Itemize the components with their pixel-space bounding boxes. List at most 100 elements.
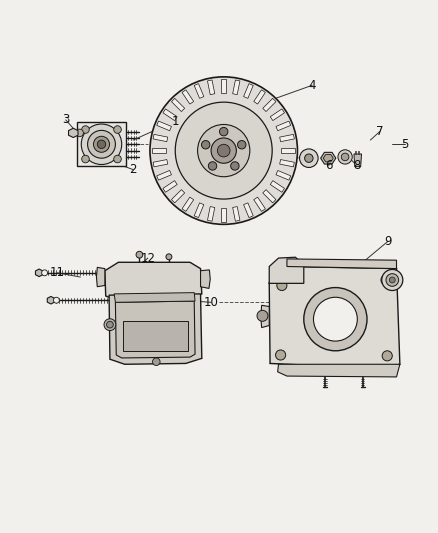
Circle shape <box>275 350 285 360</box>
Text: 12: 12 <box>140 252 155 264</box>
Polygon shape <box>194 84 203 99</box>
Circle shape <box>53 297 59 303</box>
Polygon shape <box>268 266 399 368</box>
Text: 7: 7 <box>375 125 382 138</box>
Circle shape <box>256 310 267 321</box>
Polygon shape <box>268 257 303 284</box>
Polygon shape <box>114 293 194 302</box>
Circle shape <box>313 297 357 341</box>
Circle shape <box>337 150 351 164</box>
Circle shape <box>93 136 109 152</box>
Text: 4: 4 <box>308 79 315 92</box>
Circle shape <box>299 149 318 167</box>
Polygon shape <box>105 262 201 300</box>
Polygon shape <box>96 268 105 287</box>
Circle shape <box>197 125 249 177</box>
Polygon shape <box>156 121 171 131</box>
Circle shape <box>76 129 83 136</box>
Polygon shape <box>322 155 332 162</box>
Polygon shape <box>47 296 54 304</box>
Circle shape <box>303 288 366 351</box>
Polygon shape <box>279 134 293 142</box>
Polygon shape <box>109 294 201 364</box>
Circle shape <box>113 126 121 133</box>
Circle shape <box>136 252 142 258</box>
Text: 1: 1 <box>171 115 179 127</box>
Circle shape <box>276 280 286 290</box>
Circle shape <box>201 141 209 149</box>
Polygon shape <box>279 159 293 167</box>
Circle shape <box>381 270 402 290</box>
Text: 2: 2 <box>129 163 137 176</box>
Polygon shape <box>253 90 265 104</box>
Polygon shape <box>276 121 290 131</box>
Circle shape <box>81 155 89 163</box>
Polygon shape <box>182 197 193 212</box>
Polygon shape <box>221 208 226 222</box>
Text: 6: 6 <box>325 159 332 172</box>
Circle shape <box>97 140 106 149</box>
Polygon shape <box>152 148 166 153</box>
Circle shape <box>42 270 47 276</box>
Polygon shape <box>262 190 276 203</box>
Text: 11: 11 <box>49 266 64 279</box>
Circle shape <box>81 126 89 133</box>
Polygon shape <box>153 159 167 167</box>
Bar <box>357 151 359 154</box>
Circle shape <box>380 275 390 285</box>
Text: 9: 9 <box>383 235 391 248</box>
Circle shape <box>88 131 115 158</box>
Polygon shape <box>270 109 284 120</box>
Circle shape <box>106 321 113 328</box>
Polygon shape <box>286 259 396 269</box>
Polygon shape <box>243 203 253 217</box>
Polygon shape <box>200 270 210 288</box>
Polygon shape <box>353 154 361 167</box>
Polygon shape <box>115 301 194 358</box>
Polygon shape <box>221 79 226 93</box>
Circle shape <box>175 102 272 199</box>
Polygon shape <box>68 128 78 138</box>
Circle shape <box>230 161 239 170</box>
Circle shape <box>381 351 392 361</box>
Circle shape <box>113 155 121 163</box>
Circle shape <box>340 153 348 161</box>
Circle shape <box>211 138 236 163</box>
Polygon shape <box>77 122 125 166</box>
Polygon shape <box>232 80 240 95</box>
Circle shape <box>104 319 116 330</box>
Polygon shape <box>270 181 284 192</box>
Polygon shape <box>207 80 214 95</box>
Circle shape <box>152 358 160 366</box>
Circle shape <box>385 273 398 286</box>
Text: 5: 5 <box>400 138 408 151</box>
Circle shape <box>304 154 312 163</box>
Polygon shape <box>35 269 42 277</box>
Polygon shape <box>162 109 177 120</box>
Polygon shape <box>320 152 335 164</box>
Polygon shape <box>260 305 268 328</box>
Polygon shape <box>162 181 177 192</box>
Circle shape <box>150 77 297 224</box>
Circle shape <box>81 124 121 165</box>
Polygon shape <box>182 90 193 104</box>
Bar <box>122 321 187 351</box>
Circle shape <box>208 161 216 170</box>
Circle shape <box>389 277 394 283</box>
Circle shape <box>219 127 227 136</box>
Polygon shape <box>194 203 203 217</box>
Polygon shape <box>171 99 184 111</box>
Polygon shape <box>276 171 290 180</box>
Text: 8: 8 <box>352 159 359 172</box>
Bar <box>354 151 356 154</box>
Polygon shape <box>171 190 184 203</box>
Polygon shape <box>156 171 171 180</box>
Polygon shape <box>277 364 399 377</box>
Polygon shape <box>207 207 214 221</box>
Text: 10: 10 <box>203 296 218 309</box>
Polygon shape <box>232 207 240 221</box>
Circle shape <box>217 144 230 157</box>
Text: 3: 3 <box>62 114 69 126</box>
Polygon shape <box>253 197 265 212</box>
Polygon shape <box>262 99 276 111</box>
